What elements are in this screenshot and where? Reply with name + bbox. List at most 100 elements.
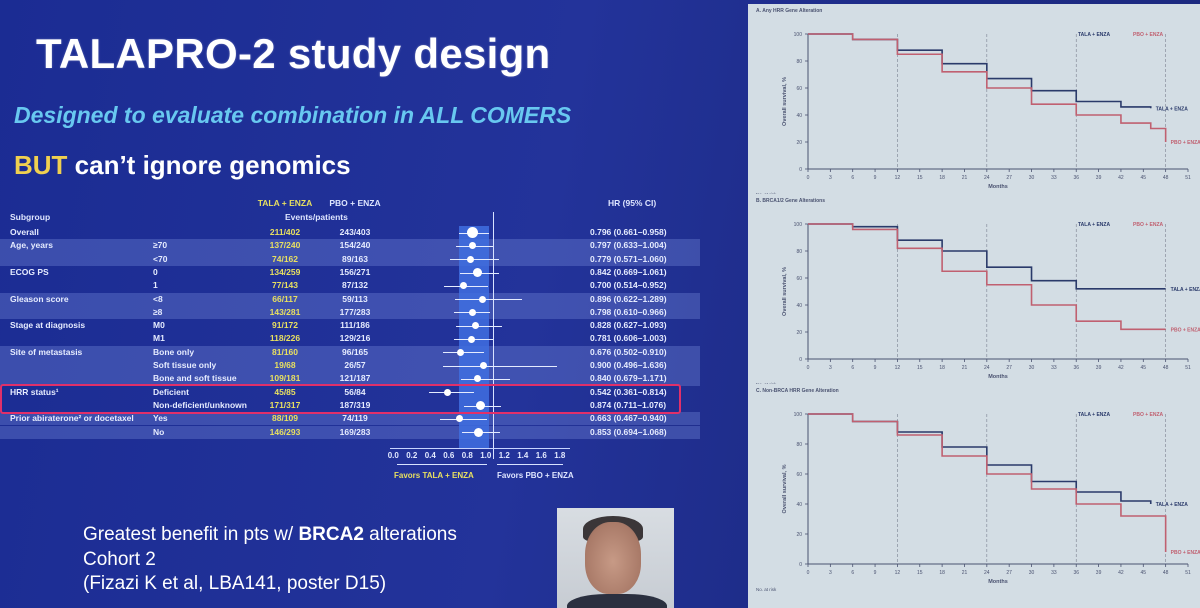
svg-text:51: 51 [1185,570,1191,576]
subgroup-label: Age, years [10,240,53,251]
svg-text:9: 9 [874,175,877,181]
col-events-header: Events/patients [285,212,348,222]
category-label: ≥8 [153,306,163,317]
category-label: Bone only [153,346,195,357]
hr-value: 0.798 (0.610–0.966) [590,306,667,317]
hr-point [455,415,463,423]
pbo-events: 243/403 [339,227,371,237]
presenter-face [585,522,641,594]
svg-text:12: 12 [895,570,901,576]
svg-text:24: 24 [984,570,990,576]
forest-row: ≥8 143/281 177/283 0.798 (0.610–0.966) [0,305,700,320]
x-tick: 1.4 [517,451,529,460]
ci-line [460,378,511,380]
tala-events: 118/226 [269,333,301,344]
subgroup-label: Site of metastasis [10,346,83,357]
tala-events: 211/402 [269,227,301,237]
hr-value: 0.797 (0.633–1.004) [590,240,667,251]
forest-row: Bone and soft tissue 109/181 121/187 0.840 … [0,372,700,386]
svg-text:33: 33 [1051,570,1057,576]
category-label: M1 [153,333,165,344]
subtitle-rest: can’t ignore genomics [67,150,351,180]
pbo-events: 121/187 [339,373,371,384]
svg-text:15: 15 [917,175,923,181]
ci-line [442,365,557,367]
svg-text:40: 40 [796,502,802,508]
svg-text:6: 6 [851,175,854,181]
hr-value: 0.542 (0.361–0.814) [590,386,667,397]
favors-right-label: Favors PBO + ENZA [497,471,574,480]
svg-text:20: 20 [796,330,802,336]
favors-left-arrow [397,464,487,465]
svg-text:PBO + ENZA: PBO + ENZA [1171,550,1200,556]
tala-events: 143/281 [269,306,301,317]
svg-text:42: 42 [1118,570,1124,576]
svg-text:42: 42 [1118,175,1124,181]
hr-value: 0.663 (0.467–0.940) [590,413,667,424]
svg-text:TALA + ENZA: TALA + ENZA [1078,412,1110,418]
col-hr-header: HR (95% CI) [608,198,657,208]
hr-point [479,295,487,303]
svg-text:6: 6 [851,365,854,371]
tala-events: 137/240 [269,240,301,251]
svg-text:30: 30 [1029,365,1035,371]
ci-line [450,259,499,261]
hr-value: 0.874 (0.711–1.076) [590,399,667,410]
forest-row: Prior abiraterone² or docetaxel Yes 88/109… [0,412,700,426]
hrr-highlight-box [0,384,681,414]
svg-text:21: 21 [962,365,968,371]
category-label: Deficient [153,386,189,397]
svg-text:6: 6 [851,570,854,576]
tala-events: 91/172 [272,320,298,331]
svg-text:39: 39 [1096,175,1102,181]
forest-row: Age, years ≥70 137/240 154/240 0.797 (0.633–… [0,239,700,253]
svg-text:TALA + ENZA: TALA + ENZA [1156,106,1188,112]
svg-text:24: 24 [984,365,990,371]
forest-row: Non-deficient/unknown 171/317 187/319 0.874… [0,399,700,412]
pbo-events: 111/186 [340,320,370,331]
svg-text:TALA + ENZA: TALA + ENZA [1078,32,1110,38]
svg-text:0: 0 [807,175,810,181]
pbo-events: 156/271 [339,266,371,277]
svg-text:36: 36 [1073,365,1079,371]
pbo-events: 56/84 [344,386,366,397]
pbo-events: 87/132 [342,280,368,291]
pbo-events: 96/165 [342,346,368,357]
svg-text:0: 0 [799,357,802,363]
svg-text:36: 36 [1073,175,1079,181]
svg-text:21: 21 [962,175,968,181]
hr-point [475,401,485,411]
footer-notes: Greatest benefit in pts w/ BRCA2 alterat… [83,523,457,597]
forest-row: No 146/293 169/283 0.853 (0.694–1.068) [0,425,700,439]
ci-line [455,299,522,301]
svg-text:PBO + ENZA: PBO + ENZA [1171,327,1200,333]
footer-line-2: Cohort 2 [83,548,156,570]
slide-title: TALAPRO-2 study design [36,30,551,77]
hr-value: 0.700 (0.514–0.952) [590,280,667,291]
x-tick: 1.6 [535,451,547,460]
svg-text:9: 9 [874,570,877,576]
svg-text:33: 33 [1051,175,1057,181]
category-label: 0 [153,266,158,277]
svg-text:51: 51 [1185,175,1191,181]
forest-row: ECOG PS 0 134/259 156/271 0.842 (0.669–1.061… [0,266,700,279]
km-panel-c-chart: 0 3 6 9 12 15 18 21 24 27 30 33 36 39 42 45 48 5102040608… [756,412,1200,592]
hr-value: 0.853 (0.694–1.068) [590,426,667,437]
pbo-events: 169/283 [339,426,371,437]
svg-text:48: 48 [1163,570,1169,576]
svg-text:39: 39 [1096,570,1102,576]
arm-pbo-label: PBO + ENZA [329,198,381,208]
svg-text:18: 18 [939,365,945,371]
svg-text:0: 0 [799,562,802,568]
svg-text:40: 40 [796,303,802,309]
ci-line [439,418,487,420]
km-panel-b-chart: 0 3 6 9 12 15 18 21 24 27 30 33 36 39 42 45 48 5102040608… [756,222,1200,384]
km-curves: A. Any HRR Gene Alteration 0 3 6 9 12 15 18 21 2… [748,4,1200,608]
x-tick: 0.8 [461,451,473,460]
footer-line-3: (Fizazi K et al, LBA141, poster D15) [83,573,387,594]
hr-value: 0.900 (0.496–1.636) [590,360,667,370]
svg-text:3: 3 [829,365,832,371]
svg-text:15: 15 [917,365,923,371]
tala-events: 66/117 [272,293,298,304]
ci-line [429,392,475,394]
